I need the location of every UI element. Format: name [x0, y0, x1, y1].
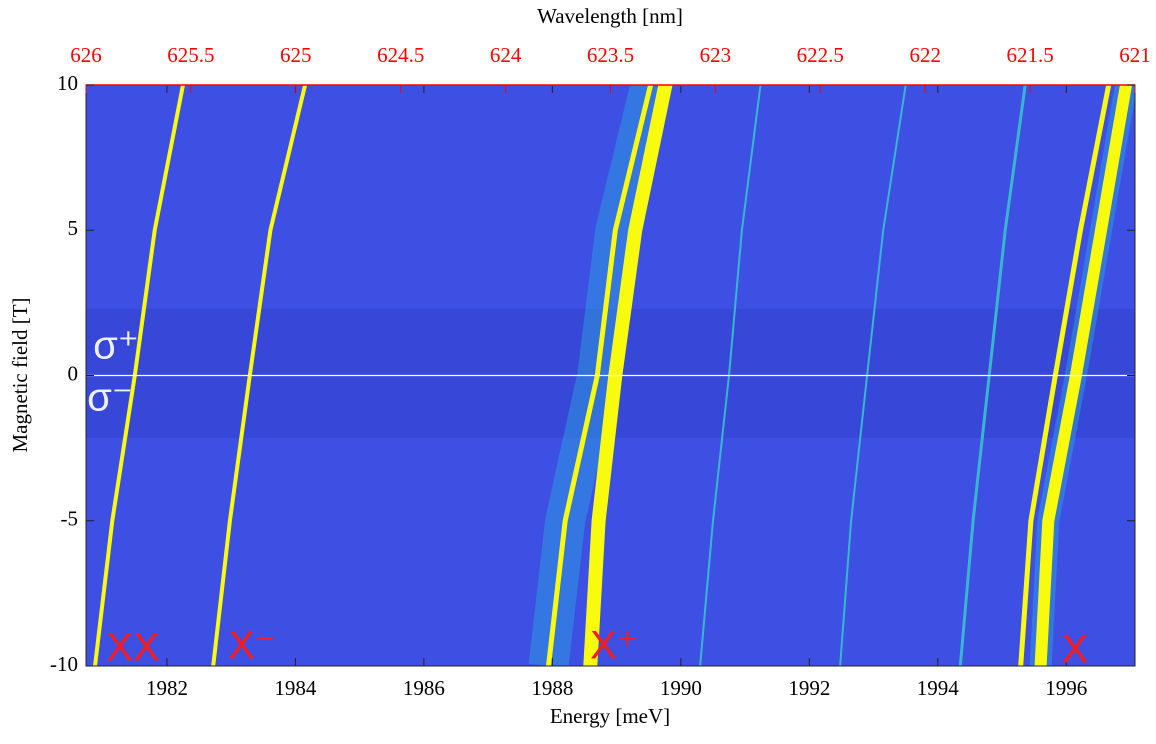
x-tick-label: 1990 — [660, 676, 702, 700]
annotation: X⁺ — [590, 624, 638, 668]
x-tick-label: 1988 — [531, 676, 573, 700]
x2-tick-label: 624.5 — [377, 43, 424, 67]
annotation: σ⁺ — [93, 324, 139, 368]
y-axis-label: Magnetic field [T] — [8, 297, 32, 452]
y-tick-label: 5 — [68, 216, 79, 240]
x2-tick-label: 623 — [700, 43, 732, 67]
x-tick-label: 1996 — [1045, 676, 1087, 700]
x-tick-label: 1994 — [917, 676, 960, 700]
x-tick-label: 1984 — [274, 676, 317, 700]
x2-tick-label: 625.5 — [167, 43, 214, 67]
x-tick-label: 1986 — [403, 676, 445, 700]
annotation: X⁻ — [228, 624, 276, 668]
annotation: XX — [106, 626, 159, 670]
x2-tick-label: 622 — [909, 43, 941, 67]
x2-tick-label: 625 — [280, 43, 312, 67]
y-tick-label: 10 — [57, 71, 78, 95]
x2-tick-label: 623.5 — [587, 43, 634, 67]
x2-tick-label: 621.5 — [1006, 43, 1053, 67]
y-tick-label: -5 — [61, 507, 79, 531]
x-axis-label: Energy [meV] — [550, 704, 670, 728]
y-tick-label: 0 — [68, 361, 79, 385]
x2-tick-label: 622.5 — [797, 43, 844, 67]
x-tick-label: 1982 — [146, 676, 188, 700]
x2-axis-label: Wavelength [nm] — [537, 4, 683, 28]
x-tick-label: 1992 — [788, 676, 830, 700]
x2-tick-label: 624 — [490, 43, 522, 67]
annotation: σ⁻ — [87, 376, 133, 420]
annotation: X — [1062, 628, 1089, 672]
x2-tick-label: 621 — [1119, 43, 1151, 67]
x2-tick-label: 626 — [70, 43, 102, 67]
y-tick-label: -10 — [50, 652, 78, 676]
